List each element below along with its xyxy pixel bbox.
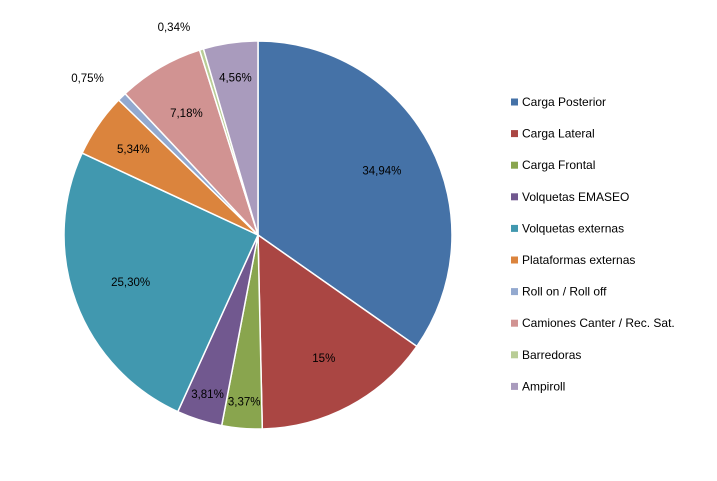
- pie-slice-2: [257, 233, 418, 430]
- legend-swatch-2: [511, 130, 518, 138]
- legend-label-10: Ampiroll: [522, 379, 565, 393]
- data-label-8: 7,18%: [170, 108, 203, 120]
- legend-label-9: Barredoras: [522, 348, 581, 362]
- legend-swatch-1: [511, 98, 518, 106]
- legend-swatch-5: [511, 224, 518, 232]
- legend-swatch-7: [511, 288, 518, 296]
- legend-swatch-8: [511, 319, 518, 327]
- pie-slice-10: [202, 40, 259, 236]
- data-label-9: 0,34%: [158, 22, 191, 34]
- data-label-2: 15%: [312, 353, 335, 365]
- pie-data-labels: 34,94% 15% 3,37% 3,81% 25,30% 5,34% 0,75% 7,18%…: [71, 22, 401, 408]
- data-label-5: 25,30%: [111, 277, 150, 289]
- legend-label-3: Carga Frontal: [522, 158, 595, 172]
- legend-swatch-3: [511, 161, 518, 169]
- legend-swatch-4: [511, 193, 518, 201]
- legend-label-4: Volquetas EMASEO: [522, 190, 629, 204]
- legend-label-7: Roll on / Roll off: [522, 285, 607, 299]
- legend-label-6: Plataformas externas: [522, 253, 635, 267]
- legend-swatch-6: [511, 256, 518, 264]
- legend-label-2: Carga Lateral: [522, 127, 595, 141]
- pie-slice-1: [257, 40, 453, 348]
- legend-label-8: Camiones Canter / Rec. Sat.: [522, 316, 675, 330]
- data-label-10: 4,56%: [219, 73, 252, 85]
- legend-swatch-10: [511, 382, 518, 390]
- legend: Carga Posterior Carga Lateral Carga Fronta…: [511, 95, 675, 393]
- data-label-7: 0,75%: [71, 73, 104, 85]
- legend-label-5: Volquetas externas: [522, 221, 624, 235]
- data-label-1: 34,94%: [362, 166, 401, 178]
- legend-swatch-9: [511, 351, 518, 359]
- data-label-4: 3,81%: [191, 389, 224, 401]
- legend-label-1: Carga Posterior: [522, 95, 606, 109]
- data-label-6: 5,34%: [117, 144, 150, 156]
- pie-slices: [63, 40, 453, 430]
- data-label-3: 3,37%: [228, 396, 261, 408]
- pie-slice-5: [63, 152, 259, 413]
